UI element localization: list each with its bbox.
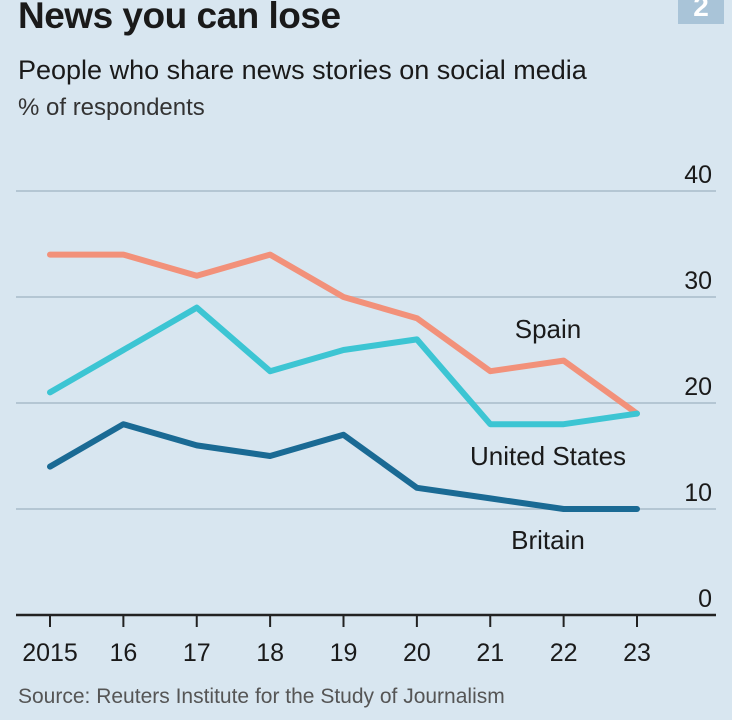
series-label-britain: Britain	[511, 525, 585, 555]
y-tick-label-20: 20	[684, 373, 712, 401]
y-tick-label-30: 30	[684, 267, 712, 295]
source-note: Source: Reuters Institute for the Study …	[18, 685, 505, 708]
x-tick-label-2019: 19	[330, 639, 358, 667]
x-tick-label-2017: 17	[183, 639, 211, 667]
series-label-united_states: United States	[470, 441, 626, 471]
y-tick-label-10: 10	[684, 479, 712, 507]
x-tick-label-2021: 21	[476, 639, 504, 667]
chart-number-badge: 2	[678, 0, 724, 24]
x-tick-label-2020: 20	[403, 639, 431, 667]
chart-title: News you can lose	[18, 0, 341, 36]
y-tick-label-40: 40	[684, 161, 712, 189]
unit-label: % of respondents	[18, 94, 205, 121]
x-tick-label-2023: 23	[623, 639, 651, 667]
x-tick-label-2018: 18	[256, 639, 284, 667]
y-tick-label-0: 0	[698, 585, 712, 613]
x-tick-label-2016: 16	[109, 639, 137, 667]
x-tick-label-2022: 22	[550, 639, 578, 667]
x-tick-label-2015: 2015	[22, 639, 78, 667]
series-label-spain: Spain	[515, 314, 582, 344]
chart-subtitle: People who share news stories on social …	[18, 55, 587, 85]
